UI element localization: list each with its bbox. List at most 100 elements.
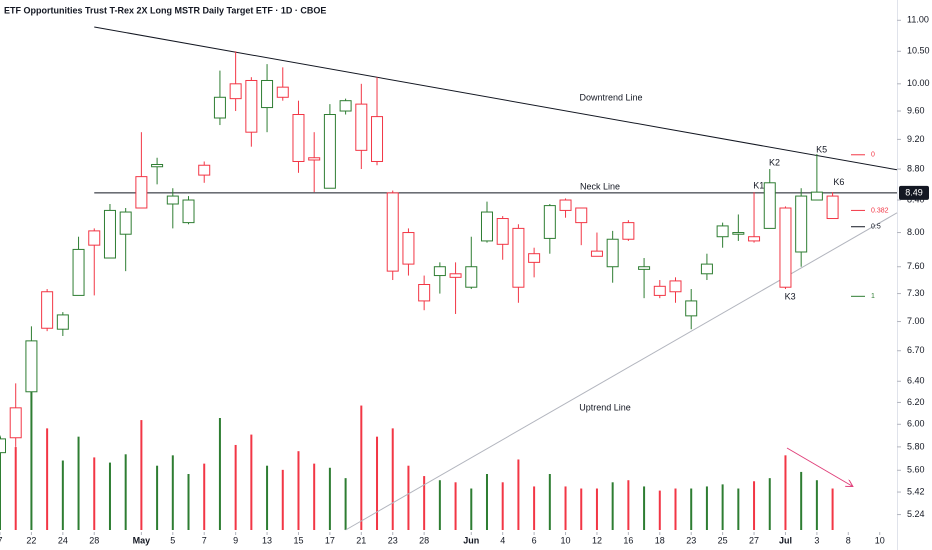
candle-annotation: K6	[833, 177, 844, 187]
candle-body	[25, 340, 38, 393]
candle-body	[41, 291, 54, 329]
x-tick-label: May	[133, 535, 151, 545]
candle-body	[779, 207, 792, 288]
candle-body	[480, 211, 493, 242]
candle-body	[528, 253, 541, 263]
volume-bar	[438, 480, 441, 530]
y-tick-label: 6.40	[907, 376, 925, 386]
y-tick-label: 6.00	[907, 419, 925, 429]
volume-bar	[611, 482, 614, 530]
volume-bar	[313, 463, 316, 530]
x-tick-label: 23	[686, 535, 696, 545]
volume-bar	[831, 488, 834, 530]
volume-bar	[171, 455, 174, 530]
candle-body	[245, 79, 258, 133]
volume-bar	[564, 486, 567, 530]
x-tick-label: 21	[356, 535, 366, 545]
trend-line	[94, 26, 898, 171]
y-tick-label: 9.60	[907, 105, 925, 115]
candle-body	[496, 218, 509, 245]
last-price-label: 8.49	[905, 187, 923, 197]
candle-body	[182, 199, 195, 224]
volume-bar	[800, 471, 803, 530]
candle-body	[685, 300, 698, 317]
candle-body	[308, 157, 321, 161]
trend-line-label: Uptrend Line	[579, 402, 631, 412]
candle-body	[355, 103, 368, 151]
candle-body	[261, 79, 274, 109]
candle-body	[575, 207, 588, 224]
candle-annotation: K5	[816, 145, 827, 155]
y-tick-label: 5.42	[907, 486, 925, 496]
x-tick-label: 13	[262, 535, 272, 545]
candle-body	[418, 284, 431, 302]
x-tick-label: 10	[561, 535, 571, 545]
x-tick-label: 18	[655, 535, 665, 545]
volume-bar	[768, 478, 771, 530]
volume-bar	[470, 488, 473, 530]
x-tick-label: 10	[875, 535, 885, 545]
volume-bar	[705, 486, 708, 530]
candle-body	[590, 250, 603, 257]
volume-bar	[690, 488, 693, 530]
x-tick-label: 16	[623, 535, 633, 545]
volume-bar	[360, 405, 363, 530]
y-tick-label: 7.30	[907, 288, 925, 298]
last-price-box	[899, 185, 929, 200]
x-tick-label: 12	[592, 535, 602, 545]
candle-body	[229, 83, 242, 100]
y-tick-label: 5.24	[907, 509, 925, 519]
volume-bar	[187, 474, 190, 530]
candle-body	[810, 191, 823, 201]
candle-body	[606, 238, 619, 268]
candle-body	[276, 86, 289, 98]
volume-bar	[737, 488, 740, 530]
x-tick-label: 5	[170, 535, 175, 545]
volume-bar	[234, 444, 237, 530]
candle-body	[669, 280, 682, 293]
candle-body	[323, 114, 336, 189]
volume-bar	[548, 474, 551, 530]
volume-bar	[218, 418, 221, 530]
candle-body	[292, 114, 305, 162]
x-tick-label: 6	[532, 535, 537, 545]
x-tick-label: 24	[58, 535, 68, 545]
volume-bar	[108, 462, 111, 530]
candle-body	[748, 236, 761, 242]
candle-body	[559, 199, 572, 211]
candle-body	[339, 100, 352, 112]
y-tick-label: 10.00	[907, 78, 930, 88]
volume-bar	[674, 488, 677, 530]
candle-body	[622, 222, 635, 240]
volume-bar	[627, 480, 630, 530]
trend-line-label: Downtrend Line	[579, 92, 642, 102]
candle-body	[449, 273, 462, 278]
x-tick-label: 4	[500, 535, 505, 545]
x-tick-label: 23	[388, 535, 398, 545]
candle-annotation: K1	[753, 180, 764, 190]
candle-body	[826, 195, 839, 220]
candle-body	[795, 195, 808, 253]
fib-label: 0.382	[871, 207, 889, 214]
volume-bar	[344, 478, 347, 530]
candle-body	[88, 230, 101, 246]
candle-body	[213, 96, 226, 119]
volume-bar	[595, 488, 598, 530]
volume-bar	[61, 460, 64, 530]
candle-body	[166, 195, 179, 205]
volume-bar	[250, 434, 253, 530]
volume-bar	[721, 484, 724, 530]
volume-bar	[501, 482, 504, 530]
y-tick-label: 6.20	[907, 397, 925, 407]
candle-body	[653, 285, 666, 296]
volume-bar	[328, 467, 331, 530]
volume-bar	[203, 463, 206, 530]
volume-bar	[643, 486, 646, 530]
volume-bar	[297, 451, 300, 530]
x-tick-label: Jun	[463, 535, 479, 545]
volume-bar	[30, 390, 33, 530]
volume-bar	[753, 481, 756, 530]
volume-bar	[140, 420, 143, 530]
candle-body	[135, 176, 148, 209]
candle-body	[543, 205, 556, 239]
